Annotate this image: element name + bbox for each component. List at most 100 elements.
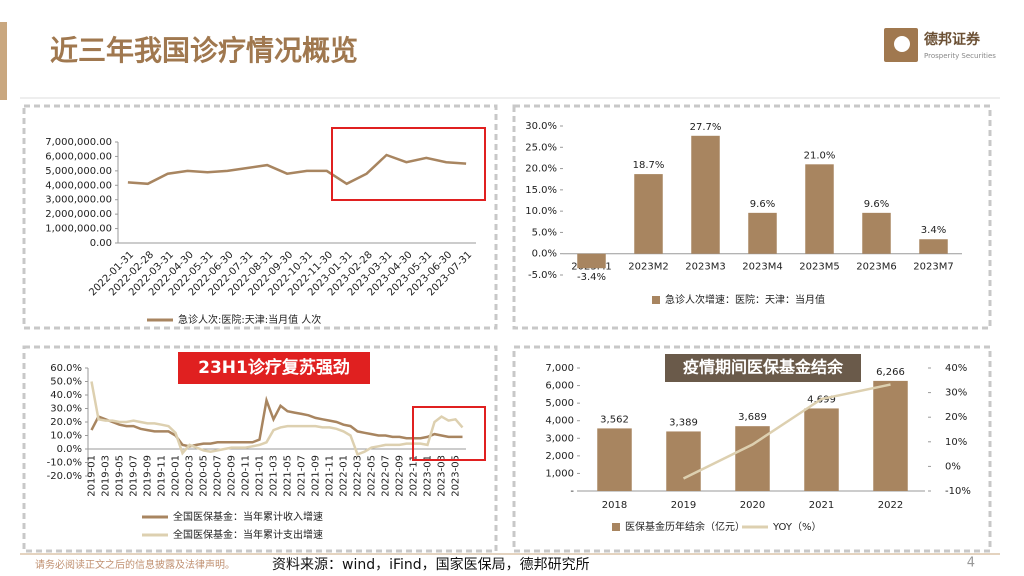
x-tick-label: 2019-03 <box>101 455 112 497</box>
y-tick-label: 3,000 <box>545 433 574 444</box>
legend-label: YOY（%） <box>772 521 822 533</box>
x-tick-label: 2021-09 <box>311 455 322 497</box>
y-tick-label: 4,000,000.00 <box>45 180 112 191</box>
y-tick-label: - <box>570 486 574 497</box>
x-tick-label: 2023M2 <box>628 262 668 273</box>
highlight-box <box>331 127 486 201</box>
y-tick-label: 3,000,000.00 <box>45 195 112 206</box>
x-tick-label: 2020-01 <box>171 455 182 497</box>
legend-label: 急诊人次:医院:天津:当月值 人次 <box>178 313 321 326</box>
value-label: 9.6% <box>864 199 889 210</box>
highlight-box <box>412 406 486 461</box>
y-tick-label: 1,000,000.00 <box>45 224 112 235</box>
line <box>682 383 891 480</box>
line <box>90 395 463 448</box>
panel <box>22 345 498 553</box>
logo-subtitle: Prosperity Securities <box>924 52 996 60</box>
value-label: 3,389 <box>669 417 698 428</box>
x-tick-label: 2022-07 <box>381 455 392 497</box>
bar <box>577 253 606 269</box>
x-tick-label: 2023M4 <box>742 262 782 273</box>
x-tick-label: 2021-01 <box>255 455 266 497</box>
x-tick-label: 2023M7 <box>913 262 953 273</box>
y2-tick-label: -10% <box>945 486 971 497</box>
y-tick-label: 7,000,000.00 <box>45 137 112 148</box>
x-tick-label: 2020-07 <box>213 455 224 497</box>
y-tick-label: 6,000 <box>545 381 574 392</box>
y-tick-label: 6,000,000.00 <box>45 151 112 162</box>
logo-mark-inner <box>894 36 910 52</box>
y-tick-label: 60.0% <box>50 363 82 374</box>
x-tick-label: 2021-07 <box>297 455 308 497</box>
value-label: 27.7% <box>690 122 722 133</box>
y-tick-label: 0.0% <box>532 249 557 260</box>
y-tick-label: 10.0% <box>525 206 557 217</box>
value-label: 6,266 <box>876 367 905 378</box>
bar <box>666 431 701 491</box>
y-tick-label: 30.0% <box>525 121 557 132</box>
x-tick-label: 2023-03 <box>437 455 448 497</box>
page-number: 4 <box>967 556 975 571</box>
y2-tick-label: 40% <box>945 363 967 374</box>
y-tick-label: 1,000 <box>545 468 574 479</box>
logo-name: 德邦证券 <box>924 31 981 48</box>
legend-swatch <box>652 296 660 304</box>
y-tick-label: 4,000 <box>545 416 574 427</box>
x-tick-label: 2022-09 <box>395 455 406 497</box>
x-tick-label: 2020 <box>740 500 765 511</box>
y-tick-label: 30.0% <box>50 404 82 415</box>
title-accent <box>0 22 7 100</box>
y-tick-label: -10.0% <box>47 458 82 469</box>
x-tick-label: 2022-01 <box>339 455 350 497</box>
slide-title: 近三年我国诊疗情况概览 <box>50 34 358 67</box>
bar <box>919 239 948 254</box>
x-tick-label: 2023M5 <box>799 262 839 273</box>
y2-tick-label: 0% <box>945 461 961 472</box>
x-tick-label: 2019-11 <box>157 455 168 497</box>
x-tick-label: 2019-09 <box>143 455 154 497</box>
x-tick-label: 2021 <box>809 500 834 511</box>
x-tick-label: 2019-05 <box>115 455 126 497</box>
y-tick-label: 7,000 <box>545 363 574 374</box>
x-tick-label: 2022 <box>878 500 903 511</box>
charts: 0.00 1,000,000.00 2,000,000.00 3,000,000.00… <box>45 121 971 541</box>
bar <box>805 164 834 254</box>
value-label: 3,689 <box>738 412 767 423</box>
logo: 德邦证券 Prosperity Securities <box>884 28 996 62</box>
value-label: -3.4% <box>577 272 606 283</box>
badge <box>665 354 861 382</box>
x-tick-label: 2020-03 <box>185 455 196 497</box>
panel <box>512 104 992 330</box>
badge <box>178 352 370 384</box>
bar <box>804 408 839 491</box>
y-tick-label: 40.0% <box>50 390 82 401</box>
legend-label: 全国医保基金：当年累计收入增速 <box>173 510 323 523</box>
x-tick-label: 2023-01 <box>423 455 434 497</box>
y-tick-label: 20.0% <box>525 164 557 175</box>
x-tick-label: 2021-11 <box>325 455 336 497</box>
legend-label: 医保基金历年结余（亿元） <box>625 520 745 533</box>
legend-label: 急诊人次增速：医院：天津：当月值 <box>665 293 825 306</box>
disclaimer: 请务必阅读正文之后的信息披露及法律声明。 <box>35 558 235 571</box>
y-tick-label: -5.0% <box>528 270 557 281</box>
y-tick-label: 2,000,000.00 <box>45 209 112 220</box>
value-label: 3.4% <box>921 225 946 236</box>
value-label: 3,562 <box>600 414 629 425</box>
bar <box>691 135 720 254</box>
x-tick-label: 2019 <box>671 500 696 511</box>
legend-label: 全国医保基金：当年累计支出增速 <box>173 528 323 541</box>
bar <box>597 428 632 491</box>
y-tick-label: 2,000 <box>545 451 574 462</box>
y-tick-label: 10.0% <box>50 431 82 442</box>
x-tick-label: 2021-05 <box>283 455 294 497</box>
bar <box>748 212 777 254</box>
y-tick-label: 5.0% <box>532 227 557 238</box>
value-label: 21.0% <box>804 150 836 161</box>
source: 资料来源：wind，iFind，国家医保局，德邦研究所 <box>272 556 590 573</box>
x-tick-label: 2019-01 <box>87 455 98 497</box>
y-tick-label: 0.0% <box>57 444 82 455</box>
y2-tick-label: 20% <box>945 412 967 423</box>
x-tick-label: 2019-07 <box>129 455 140 497</box>
bar <box>873 380 908 491</box>
bar <box>634 174 663 254</box>
